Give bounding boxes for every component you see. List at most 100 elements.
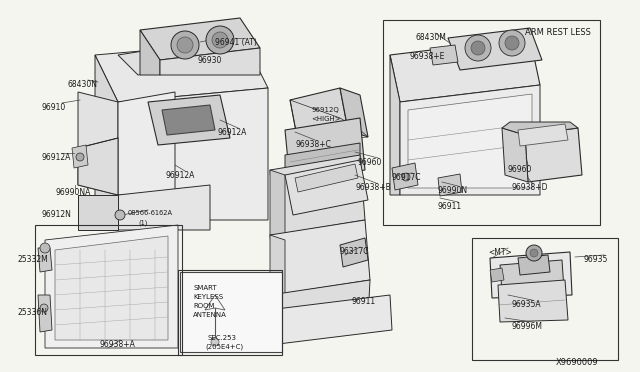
Polygon shape — [518, 124, 568, 146]
Text: <HIGH>: <HIGH> — [311, 116, 340, 122]
Polygon shape — [270, 220, 370, 295]
Circle shape — [505, 36, 519, 50]
Polygon shape — [268, 280, 370, 335]
Polygon shape — [392, 163, 418, 190]
Polygon shape — [38, 248, 52, 272]
Polygon shape — [95, 42, 268, 102]
Text: 96938+D: 96938+D — [512, 183, 548, 192]
Text: 96930: 96930 — [197, 56, 221, 65]
Text: 96935: 96935 — [584, 255, 609, 264]
Circle shape — [76, 153, 84, 161]
Circle shape — [40, 304, 48, 312]
Polygon shape — [285, 118, 365, 182]
Polygon shape — [502, 122, 578, 135]
Text: 96990NA: 96990NA — [55, 188, 90, 197]
Polygon shape — [502, 128, 528, 182]
Polygon shape — [270, 235, 285, 295]
Polygon shape — [118, 92, 175, 195]
Text: 96990N: 96990N — [438, 186, 468, 195]
Text: 96911: 96911 — [352, 297, 376, 306]
Circle shape — [465, 35, 491, 61]
Text: 96938+C: 96938+C — [295, 140, 331, 149]
Polygon shape — [55, 236, 168, 340]
Bar — [35, 225, 182, 355]
Polygon shape — [518, 255, 550, 275]
Polygon shape — [140, 30, 160, 75]
Text: ROOM: ROOM — [193, 303, 214, 309]
Polygon shape — [162, 105, 215, 135]
Text: 08566-6162A: 08566-6162A — [128, 210, 173, 216]
Polygon shape — [525, 128, 582, 182]
Polygon shape — [118, 88, 268, 220]
Polygon shape — [45, 225, 178, 348]
Polygon shape — [290, 88, 348, 142]
Polygon shape — [268, 295, 392, 345]
Polygon shape — [38, 295, 52, 332]
Polygon shape — [500, 260, 564, 292]
Circle shape — [171, 31, 199, 59]
Polygon shape — [340, 88, 368, 137]
Circle shape — [499, 30, 525, 56]
Polygon shape — [490, 252, 572, 298]
Text: 96996M: 96996M — [512, 322, 543, 331]
Polygon shape — [438, 174, 462, 196]
Text: X9690009: X9690009 — [556, 358, 598, 367]
Polygon shape — [140, 18, 260, 60]
Circle shape — [402, 173, 410, 181]
Text: 96960: 96960 — [508, 165, 532, 174]
Bar — [178, 270, 282, 355]
Polygon shape — [285, 160, 368, 215]
Polygon shape — [448, 28, 542, 70]
Circle shape — [211, 338, 219, 346]
Polygon shape — [408, 94, 532, 188]
Polygon shape — [72, 145, 88, 168]
Polygon shape — [95, 55, 118, 220]
Text: 96935A: 96935A — [512, 300, 541, 309]
Polygon shape — [285, 143, 360, 180]
Text: 96938+B: 96938+B — [356, 183, 392, 192]
Polygon shape — [340, 238, 368, 267]
Text: 68430M: 68430M — [415, 33, 446, 42]
Polygon shape — [118, 42, 220, 75]
Text: 68430N: 68430N — [68, 80, 98, 89]
Text: 25336N: 25336N — [18, 308, 48, 317]
Polygon shape — [270, 170, 285, 235]
Polygon shape — [270, 155, 365, 235]
Bar — [472, 238, 618, 360]
Polygon shape — [400, 85, 540, 195]
Text: 96938+A: 96938+A — [100, 340, 136, 349]
Polygon shape — [490, 268, 504, 282]
Text: KEYLESS: KEYLESS — [193, 294, 223, 300]
Polygon shape — [295, 164, 358, 192]
Text: ARM REST LESS: ARM REST LESS — [525, 28, 591, 37]
Text: 96912A: 96912A — [218, 128, 248, 137]
Text: 96917C: 96917C — [392, 173, 422, 182]
Polygon shape — [148, 95, 230, 145]
Circle shape — [177, 37, 193, 53]
Circle shape — [40, 243, 50, 253]
Circle shape — [115, 210, 125, 220]
Bar — [383, 20, 600, 225]
Text: 96911: 96911 — [438, 202, 462, 211]
Polygon shape — [118, 185, 210, 230]
Text: 96317C: 96317C — [340, 247, 369, 256]
Text: 96938+E: 96938+E — [410, 52, 445, 61]
Polygon shape — [390, 55, 400, 195]
Circle shape — [526, 245, 542, 261]
Text: 96912Q: 96912Q — [311, 107, 339, 113]
Text: 25332M: 25332M — [18, 255, 49, 264]
Circle shape — [206, 26, 234, 54]
Text: 96910: 96910 — [42, 103, 67, 112]
Text: 96912A: 96912A — [42, 153, 72, 162]
Polygon shape — [78, 92, 118, 195]
Bar — [180, 272, 282, 352]
Polygon shape — [160, 48, 260, 75]
Circle shape — [471, 41, 485, 55]
Text: 96941 (AT): 96941 (AT) — [215, 38, 257, 47]
Polygon shape — [78, 195, 118, 230]
Polygon shape — [78, 138, 118, 195]
Polygon shape — [430, 45, 458, 65]
Circle shape — [530, 249, 538, 257]
Text: <MT>: <MT> — [488, 248, 512, 257]
Text: SEC.253: SEC.253 — [208, 335, 237, 341]
